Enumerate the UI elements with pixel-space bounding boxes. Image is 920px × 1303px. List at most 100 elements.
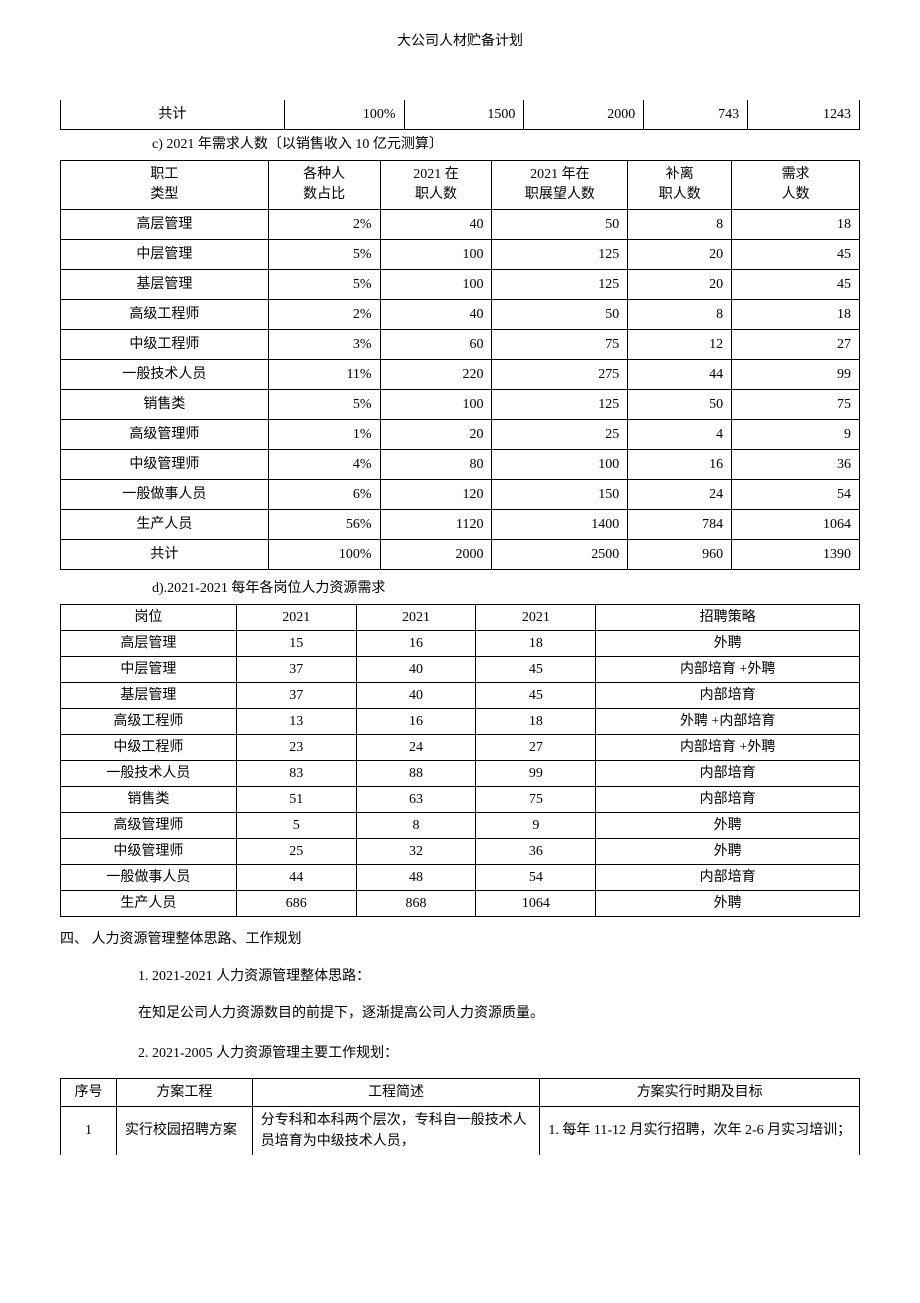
col-header: 2021 年在职展望人数: [492, 161, 628, 209]
cell: 中级工程师: [61, 734, 237, 760]
cell: 一般做事人员: [61, 479, 269, 509]
caption-c: c) 2021 年需求人数〔以销售收入 10 亿元测算〕: [60, 134, 860, 156]
cell: 1120: [380, 509, 492, 539]
table-row: 高层管理151618外聘: [61, 630, 860, 656]
cell: 内部培育 +外聘: [596, 734, 860, 760]
cell: 20: [380, 419, 492, 449]
cell: 54: [476, 864, 596, 890]
cell: 20: [628, 239, 732, 269]
cell: 8: [628, 209, 732, 239]
cell: 32: [356, 838, 476, 864]
col-header: 职工类型: [61, 161, 269, 209]
table-row: 一般技术人员11%2202754499: [61, 359, 860, 389]
yearly-demand-table: 岗位 2021 2021 2021 招聘策略 高层管理151618外聘中层管理3…: [60, 604, 860, 917]
cell: 220: [380, 359, 492, 389]
cell: 18: [732, 299, 860, 329]
cell: 9: [476, 812, 596, 838]
summary-row-table: 共计 100% 1500 2000 743 1243: [60, 100, 860, 130]
cell: 基层管理: [61, 269, 269, 299]
cell: 外聘: [596, 630, 860, 656]
table-header-row: 职工类型 各种人数占比 2021 在职人数 2021 年在职展望人数 补离职人数…: [61, 161, 860, 209]
cell: 23: [236, 734, 356, 760]
cell: 高级工程师: [61, 299, 269, 329]
cell: 36: [732, 449, 860, 479]
cell: 共计: [61, 539, 269, 569]
cell: 275: [492, 359, 628, 389]
cell: 高层管理: [61, 209, 269, 239]
col-header: 2021: [356, 604, 476, 630]
cell: 1%: [268, 419, 380, 449]
table-row: 中层管理374045内部培育 +外聘: [61, 656, 860, 682]
cell: 120: [380, 479, 492, 509]
cell: 5%: [268, 269, 380, 299]
cell: 25: [236, 838, 356, 864]
col-header: 岗位: [61, 604, 237, 630]
cell: 60: [380, 329, 492, 359]
col-header: 工程简述: [252, 1078, 540, 1106]
cell: 44: [628, 359, 732, 389]
cell: 75: [476, 786, 596, 812]
cell: 8: [628, 299, 732, 329]
cell: 99: [732, 359, 860, 389]
cell: 实行校园招聘方案: [116, 1106, 252, 1155]
cell: 75: [492, 329, 628, 359]
cell: 24: [628, 479, 732, 509]
cell: 36: [476, 838, 596, 864]
col-header: 方案工程: [116, 1078, 252, 1106]
cell: 销售类: [61, 389, 269, 419]
cell: 50: [492, 299, 628, 329]
col-header: 补离职人数: [628, 161, 732, 209]
cell: 中级管理师: [61, 838, 237, 864]
cell: 2%: [268, 209, 380, 239]
table-row: 中级管理师253236外聘: [61, 838, 860, 864]
cell: 内部培育: [596, 786, 860, 812]
work-plan-table: 序号 方案工程 工程简述 方案实行时期及目标 1实行校园招聘方案分专科和本科两个…: [60, 1078, 860, 1155]
cell: 1243: [748, 100, 860, 130]
cell: 63: [356, 786, 476, 812]
table-row: 销售类516375内部培育: [61, 786, 860, 812]
cell: 868: [356, 890, 476, 916]
cell: 外聘: [596, 890, 860, 916]
col-header: 需求人数: [732, 161, 860, 209]
cell: 内部培育 +外聘: [596, 656, 860, 682]
cell: 45: [476, 656, 596, 682]
cell: 一般做事人员: [61, 864, 237, 890]
cell: 中级管理师: [61, 449, 269, 479]
table-row: 1实行校园招聘方案分专科和本科两个层次，专科自一般技术人员培育为中级技术人员，1…: [61, 1106, 860, 1155]
cell: 51: [236, 786, 356, 812]
cell: 内部培育: [596, 760, 860, 786]
table-row: 中级工程师3%60751227: [61, 329, 860, 359]
cell: 销售类: [61, 786, 237, 812]
cell: 40: [356, 656, 476, 682]
cell: 45: [732, 239, 860, 269]
cell: 16: [628, 449, 732, 479]
cell: 内部培育: [596, 864, 860, 890]
table-row: 一般做事人员444854内部培育: [61, 864, 860, 890]
cell: 56%: [268, 509, 380, 539]
cell: 686: [236, 890, 356, 916]
cell: 100: [380, 389, 492, 419]
table-row: 生产人员56%112014007841064: [61, 509, 860, 539]
cell: 12: [628, 329, 732, 359]
cell: 40: [356, 682, 476, 708]
col-header: 2021: [236, 604, 356, 630]
table-row: 中级管理师4%801001636: [61, 449, 860, 479]
cell: 100%: [268, 539, 380, 569]
table-row: 高级管理师1%202549: [61, 419, 860, 449]
demand-2021-table: 职工类型 各种人数占比 2021 在职人数 2021 年在职展望人数 补离职人数…: [60, 160, 860, 569]
cell: 24: [356, 734, 476, 760]
cell: 高级管理师: [61, 812, 237, 838]
cell: 1500: [404, 100, 524, 130]
cell: 125: [492, 269, 628, 299]
cell: 外聘 +内部培育: [596, 708, 860, 734]
cell: 2000: [524, 100, 644, 130]
cell: 2500: [492, 539, 628, 569]
cell: 外聘: [596, 838, 860, 864]
subheading-2: 2. 2021-2005 人力资源管理主要工作规划：: [60, 1041, 860, 1068]
cell: 中层管理: [61, 239, 269, 269]
table-row: 基层管理5%1001252045: [61, 269, 860, 299]
cell: 中层管理: [61, 656, 237, 682]
cell: 3%: [268, 329, 380, 359]
cell: 18: [476, 630, 596, 656]
table-row: 共计100%200025009601390: [61, 539, 860, 569]
